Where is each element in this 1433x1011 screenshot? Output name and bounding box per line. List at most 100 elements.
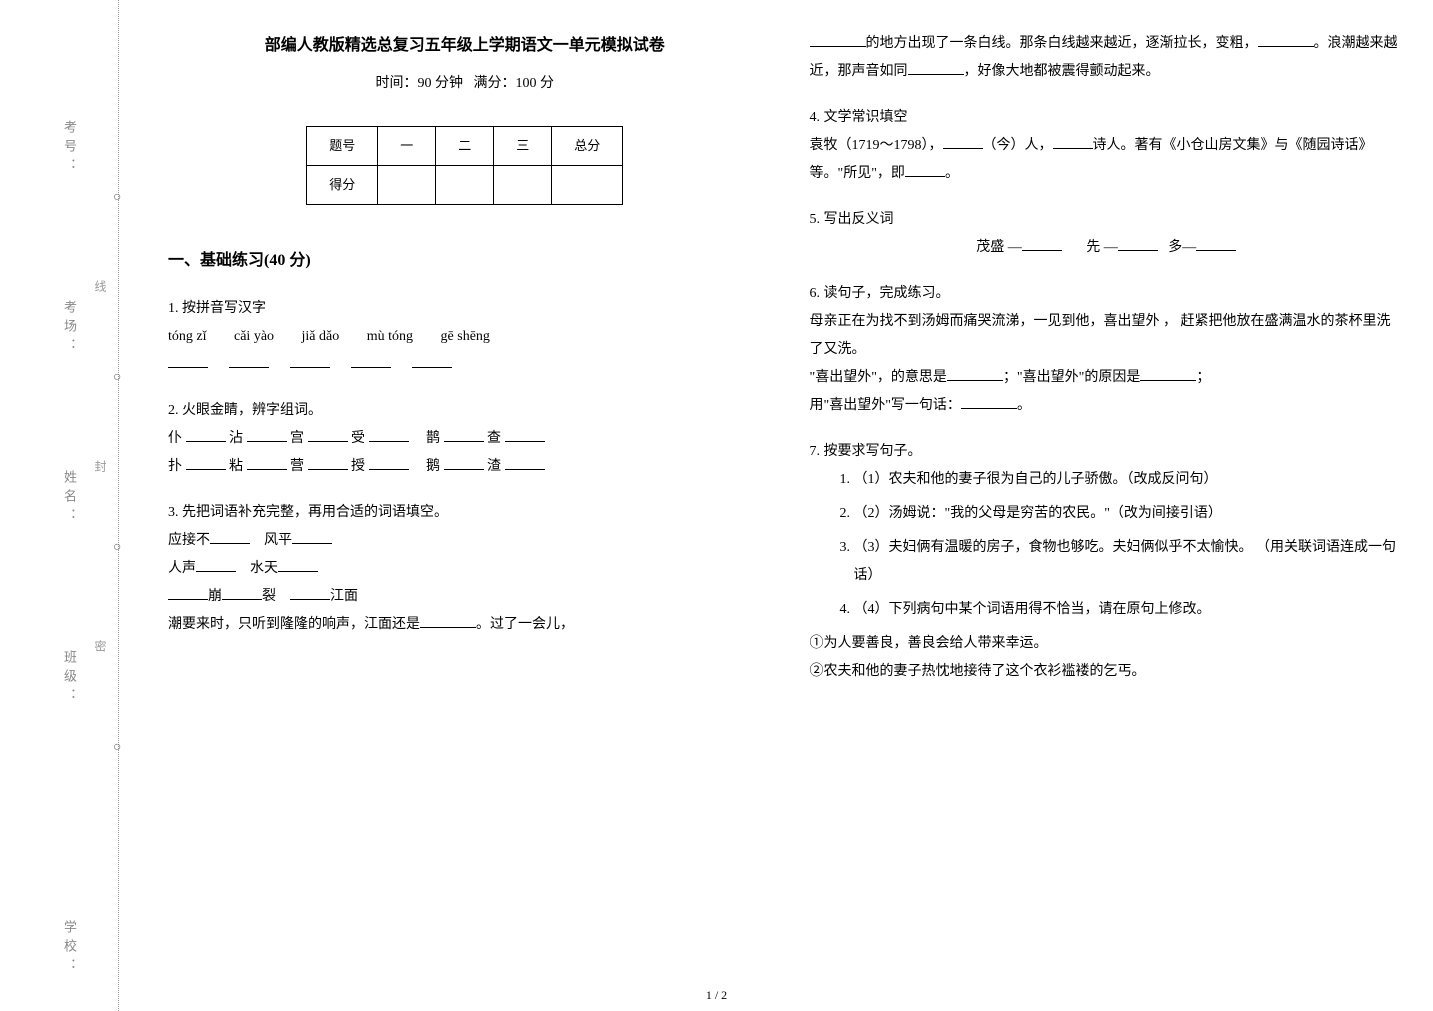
q7-c2: ②农夫和他的妻子热忱地接待了这个衣衫褴褛的乞丐。 — [810, 658, 1404, 686]
q6-label: 6. 读句子，完成练习。 — [810, 280, 1404, 308]
question-4: 4. 文学常识填空 袁牧（1719～1798），（今）人，诗人。著有《小仓山房文… — [810, 104, 1404, 188]
q3-row2: 人声 水天 — [168, 555, 762, 583]
question-6: 6. 读句子，完成练习。 母亲正在为找不到汤姆而痛哭流涕，一见到他，喜出望外 ，… — [810, 280, 1404, 420]
margin-seg-xian: 线 — [92, 280, 109, 302]
q3-sent-tail: 。过了一会儿， — [476, 617, 574, 632]
score-cell — [494, 166, 552, 205]
question-3: 3. 先把词语补充完整，再用合适的词语填空。 应接不 风平 人声 水天 崩裂 江… — [168, 499, 762, 639]
blank — [947, 367, 1003, 381]
blank — [290, 586, 330, 600]
q2-row1: 仆 沾 宫 受 鹊 查 — [168, 425, 762, 453]
blank — [908, 61, 964, 75]
q2-r2a: 扑 — [168, 459, 182, 474]
blank — [351, 354, 391, 368]
q6-l2b: ；"喜出望外"的原因是 — [1003, 370, 1140, 385]
q3-w1b: 风平 — [264, 533, 292, 548]
blank — [308, 428, 348, 442]
q5-label: 5. 写出反义词 — [810, 206, 1404, 234]
q2-r2f: 渣 — [487, 459, 501, 474]
margin-label-kaohao: 考号： — [60, 120, 79, 177]
q3-sentence: 潮要来时，只听到隆隆的响声，江面还是 。过了一会儿， — [168, 611, 762, 639]
blank — [290, 354, 330, 368]
blank — [505, 428, 545, 442]
blank — [961, 395, 1017, 409]
q3-row1: 应接不 风平 — [168, 527, 762, 555]
q5-body: 茂盛 — 先 — 多— — [810, 234, 1404, 262]
page-number: 1 / 2 — [706, 988, 727, 1003]
q2-r2b: 粘 — [229, 459, 243, 474]
blank — [1118, 237, 1158, 251]
margin-label-banji: 班级： — [60, 650, 79, 707]
q2-r1f: 查 — [487, 431, 501, 446]
q3-sent: 潮要来时，只听到隆隆的响声，江面还是 — [168, 617, 420, 632]
blank — [505, 456, 545, 470]
score-table: 题号 一 二 三 总分 得分 — [306, 126, 623, 205]
blank — [292, 530, 332, 544]
blank — [186, 428, 226, 442]
q3-w1a: 应接不 — [168, 533, 210, 548]
blank — [943, 135, 983, 149]
column-left: 部编人教版精选总复习五年级上学期语文一单元模拟试卷 时间：90 分钟 满分：10… — [168, 30, 762, 981]
q3-cont1: 的地方出现了一条白线。那条白线越来越近，逐渐拉长，变粗， — [866, 36, 1258, 51]
blank — [1053, 135, 1093, 149]
question-1: 1. 按拼音写汉字 tóng zǐ cǎi yào jiǎ dǎo mù tón… — [168, 295, 762, 379]
q2-r1d: 受 — [351, 431, 365, 446]
blank — [210, 530, 250, 544]
q2-r2d: 授 — [351, 459, 365, 474]
q7-s4: （4）下列病句中某个词语用得不恰当，请在原句上修改。 — [854, 596, 1404, 624]
question-7: 7. 按要求写句子。 （1）农夫和他的妻子很为自己的儿子骄傲。（改成反问句） （… — [810, 438, 1404, 686]
blank — [1022, 237, 1062, 251]
q5-w3: 多— — [1168, 240, 1196, 255]
q3-w2a: 人声 — [168, 561, 196, 576]
q3-cont3: ，好像大地都被震得颤动起来。 — [964, 64, 1160, 79]
circle-mark: ○ — [113, 370, 121, 386]
q3-w3c: 江面 — [330, 589, 358, 604]
blank — [810, 33, 866, 47]
question-3-cont: 的地方出现了一条白线。那条白线越来越近，逐渐拉长，变粗，。浪潮越来越近，那声音如… — [810, 30, 1404, 86]
q7-s1: （1）农夫和他的妻子很为自己的儿子骄傲。（改成反问句） — [854, 466, 1404, 494]
blank — [247, 456, 287, 470]
q5-w1: 茂盛 — — [976, 240, 1022, 255]
q1-p5: gē shēng — [441, 323, 490, 351]
q2-r2e: 鹅 — [426, 459, 440, 474]
q6-line3: 用"喜出望外"写一句话：。 — [810, 392, 1404, 420]
q6-l2a: "喜出望外"，的意思是 — [810, 370, 947, 385]
blank — [186, 456, 226, 470]
q7-c1: ①为人要善良，善良会给人带来幸运。 — [810, 630, 1404, 658]
margin-label-xingming: 姓名： — [60, 470, 79, 527]
column-right: 的地方出现了一条白线。那条白线越来越近，逐渐拉长，变粗，。浪潮越来越近，那声音如… — [810, 30, 1404, 981]
q6-body: 母亲正在为找不到汤姆而痛哭流涕，一见到他，喜出望外 ， 赶紧把他放在盛满温水的茶… — [810, 308, 1404, 364]
q3-label: 3. 先把词语补充完整，再用合适的词语填空。 — [168, 499, 762, 527]
q2-r1c: 宫 — [290, 431, 304, 446]
table-row: 题号 一 二 三 总分 — [307, 127, 623, 166]
q1-label: 1. 按拼音写汉字 — [168, 295, 762, 323]
q2-r2c: 营 — [290, 459, 304, 474]
circle-mark: ○ — [113, 740, 121, 756]
exam-title: 部编人教版精选总复习五年级上学期语文一单元模拟试卷 — [168, 30, 762, 62]
q4-label: 4. 文学常识填空 — [810, 104, 1404, 132]
q2-r1b: 沾 — [229, 431, 243, 446]
blank — [1140, 367, 1196, 381]
question-5: 5. 写出反义词 茂盛 — 先 — 多— — [810, 206, 1404, 262]
q4-b: （今）人， — [983, 138, 1053, 153]
section-title: 一、基础练习(40 分) — [168, 245, 762, 277]
blank — [412, 354, 452, 368]
q7-s3: （3）夫妇俩有温暖的房子，食物也够吃。夫妇俩似乎不太愉快。 （用关联词语连成一句… — [854, 534, 1404, 590]
q6-l3b: 。 — [1017, 398, 1031, 413]
score-h2: 二 — [436, 127, 494, 166]
q3-w2b: 水天 — [250, 561, 278, 576]
q2-r1e: 鹊 — [426, 431, 440, 446]
blank — [1196, 237, 1236, 251]
blank — [905, 163, 945, 177]
blank — [278, 558, 318, 572]
q2-r1a: 仆 — [168, 431, 182, 446]
q1-p3: jiǎ dǎo — [302, 323, 340, 351]
q6-l2c: ； — [1196, 370, 1210, 385]
q4-body: 袁牧（1719～1798），（今）人，诗人。著有《小仓山房文集》与《随园诗话》等… — [810, 132, 1404, 188]
blank — [168, 354, 208, 368]
score-row-label: 得分 — [307, 166, 378, 205]
score-h4: 总分 — [552, 127, 623, 166]
q3-w3b: 裂 — [262, 589, 276, 604]
dotted-cut-line — [118, 0, 119, 1011]
q1-p2: cǎi yào — [234, 323, 274, 351]
